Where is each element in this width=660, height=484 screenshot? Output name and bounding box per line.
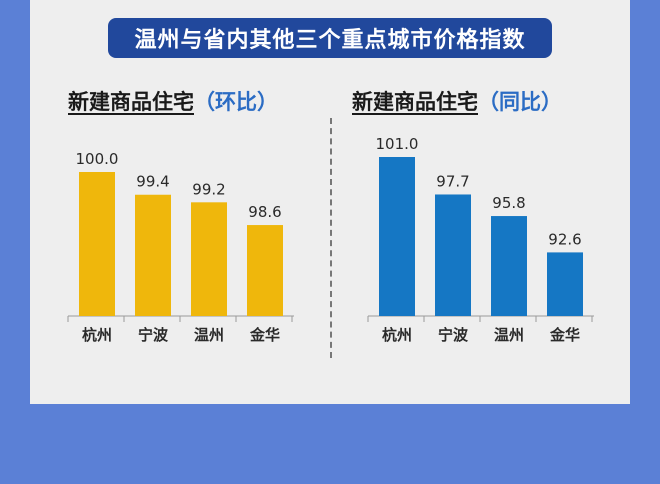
category-label: 宁波: [438, 326, 469, 344]
data-label: 100.0: [76, 150, 119, 168]
bar-温州: [491, 216, 527, 316]
right-chart-title: 新建商品住宅（同比）: [352, 86, 562, 116]
category-label: 温州: [194, 326, 224, 344]
data-label: 99.4: [136, 173, 169, 191]
category-label: 温州: [494, 326, 524, 344]
data-label: 97.7: [436, 172, 469, 190]
data-label: 99.2: [192, 180, 225, 198]
data-label: 98.6: [248, 203, 281, 221]
category-label: 金华: [249, 326, 280, 344]
chart-divider: [330, 118, 332, 358]
bar-金华: [247, 225, 283, 316]
category-label: 宁波: [138, 326, 169, 344]
bar-宁波: [135, 194, 171, 316]
left-chart-title-main: 新建商品住宅: [68, 90, 194, 114]
left-chart-title: 新建商品住宅（环比）: [68, 86, 278, 116]
category-label: 杭州: [82, 326, 112, 344]
chart-yoy: 101.0 杭州 97.7 宁波 95.8 温州 92.6 金华: [367, 135, 594, 344]
category-label: 杭州: [382, 326, 412, 344]
right-chart-title-main: 新建商品住宅: [352, 90, 478, 114]
bar-杭州: [79, 172, 115, 316]
data-label: 101.0: [376, 135, 419, 153]
page-title: 温州与省内其他三个重点城市价格指数: [108, 18, 552, 58]
bar-金华: [547, 252, 583, 316]
left-chart-subtitle: （环比）: [194, 90, 278, 114]
bar-温州: [191, 202, 227, 316]
data-label: 95.8: [492, 194, 525, 212]
chart-mom: 100.0 杭州 99.4 宁波 99.2 温州 98.6 金华: [67, 150, 294, 344]
category-label: 金华: [549, 326, 580, 344]
data-label: 92.6: [548, 230, 581, 248]
bar-宁波: [435, 194, 471, 316]
bar-杭州: [379, 157, 415, 316]
right-chart-subtitle: （同比）: [478, 90, 562, 114]
